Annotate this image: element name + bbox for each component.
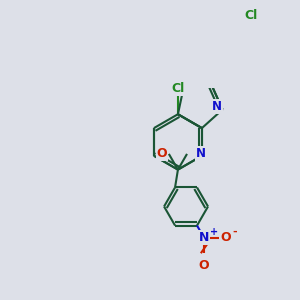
- Text: Cl: Cl: [171, 82, 184, 95]
- Text: N: N: [196, 147, 206, 161]
- Text: -: -: [232, 227, 237, 237]
- Text: O: O: [221, 231, 232, 244]
- Text: Cl: Cl: [244, 9, 258, 22]
- Text: N: N: [212, 100, 222, 113]
- Text: O: O: [157, 147, 167, 161]
- Text: +: +: [210, 227, 218, 237]
- Text: O: O: [199, 259, 209, 272]
- Text: N: N: [199, 231, 209, 244]
